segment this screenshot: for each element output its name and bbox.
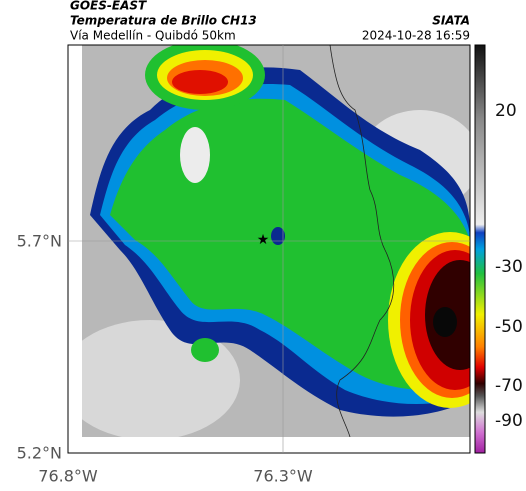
colorbar bbox=[474, 44, 486, 454]
map-frame bbox=[67, 44, 471, 454]
location-marker: ★ bbox=[257, 232, 270, 248]
subtitle: Temperatura de Brillo CH13 bbox=[70, 14, 257, 28]
title: GOES-EAST bbox=[70, 0, 147, 13]
lat-label: 5.7°N bbox=[17, 232, 62, 251]
timestamp: 2024-10-28 16:59 bbox=[362, 29, 470, 43]
source: SIATA bbox=[432, 14, 470, 28]
colorbar-label: -70 bbox=[495, 376, 523, 396]
colorbar-label: -50 bbox=[495, 317, 523, 337]
lon-label: 76.3°W bbox=[253, 467, 313, 486]
lat-label: 5.2°N bbox=[17, 444, 62, 463]
lon-label: 76.8°W bbox=[38, 467, 98, 486]
colorbar-label: -90 bbox=[495, 411, 523, 431]
route: Vía Medellín - Quibdó 50km bbox=[70, 29, 236, 43]
colorbar-label: -30 bbox=[495, 257, 523, 277]
colorbar-label: 20 bbox=[495, 101, 517, 121]
satellite-image bbox=[82, 45, 470, 437]
